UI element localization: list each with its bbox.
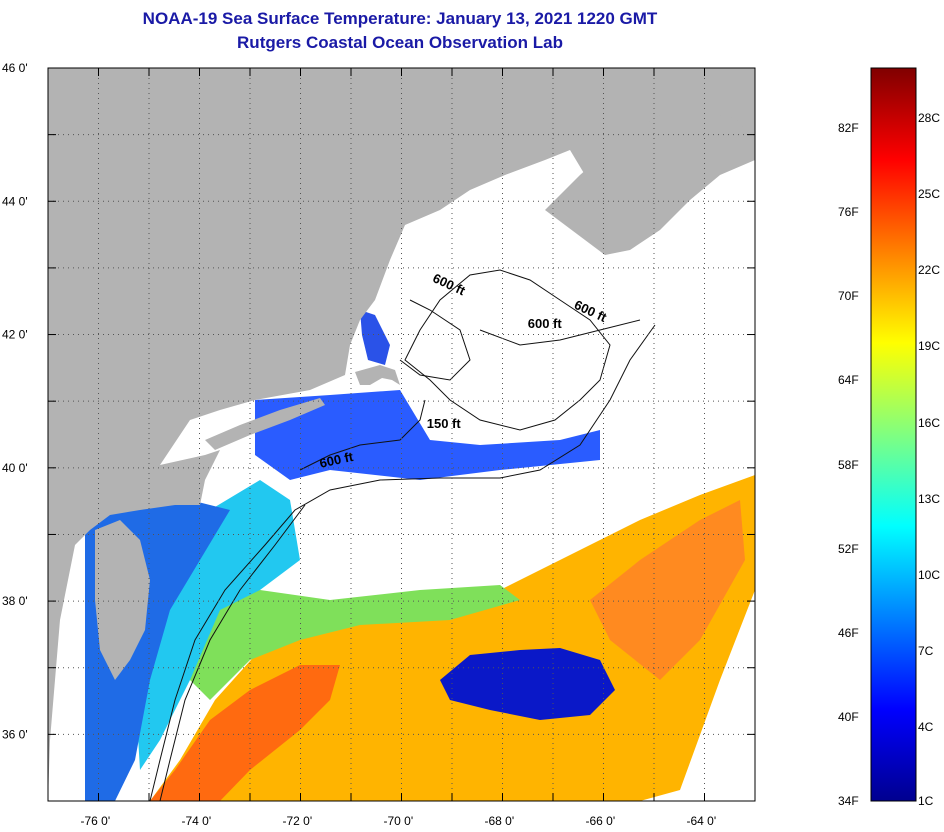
latitude-label: 36 0' bbox=[2, 727, 28, 741]
isobath-label: 150 ft bbox=[427, 416, 462, 431]
fahrenheit-label: 70F bbox=[838, 289, 859, 303]
celsius-label: 16C bbox=[918, 416, 940, 430]
celsius-label: 7C bbox=[918, 644, 934, 658]
longitude-label: -70 0' bbox=[384, 814, 414, 828]
celsius-label: 22C bbox=[918, 263, 940, 277]
celsius-label: 25C bbox=[918, 187, 940, 201]
land-north-america bbox=[48, 68, 755, 801]
isobath-label: 600 ft bbox=[528, 316, 563, 331]
colorbar-gradient bbox=[870, 67, 917, 802]
longitude-label: -72 0' bbox=[283, 814, 313, 828]
fahrenheit-labels: 82F 76F 70F 64F 58F 52F 46F 40F 34F bbox=[838, 121, 859, 808]
fahrenheit-label: 76F bbox=[838, 205, 859, 219]
celsius-label: 10C bbox=[918, 568, 940, 582]
longitude-label: -76 0' bbox=[81, 814, 111, 828]
fahrenheit-label: 46F bbox=[838, 626, 859, 640]
sst-slope-green bbox=[190, 585, 520, 700]
fahrenheit-label: 34F bbox=[838, 794, 859, 808]
fahrenheit-label: 82F bbox=[838, 121, 859, 135]
celsius-label: 28C bbox=[918, 111, 940, 125]
longitude-labels: -76 0' -74 0' -72 0' -70 0' -68 0' -66 0' -64 … bbox=[81, 814, 717, 828]
celsius-label: 13C bbox=[918, 492, 940, 506]
latitude-label: 38 0' bbox=[2, 594, 28, 608]
longitude-label: -64 0' bbox=[687, 814, 717, 828]
sst-gulf-stream-core bbox=[150, 665, 340, 801]
sst-gulf-maine-blue bbox=[360, 310, 390, 365]
isobath-contours bbox=[149, 269, 656, 801]
celsius-label: 19C bbox=[918, 339, 940, 353]
celsius-label: 4C bbox=[918, 720, 934, 734]
land-cape-cod bbox=[355, 365, 400, 385]
latitude-label: 44 0' bbox=[2, 194, 28, 208]
land-delmarva bbox=[95, 520, 150, 680]
map-title: NOAA-19 Sea Surface Temperature: January… bbox=[142, 9, 658, 28]
fahrenheit-label: 40F bbox=[838, 710, 859, 724]
longitude-label: -74 0' bbox=[182, 814, 212, 828]
celsius-label: 1C bbox=[918, 794, 934, 808]
sst-shelf-blue bbox=[255, 390, 600, 480]
latitude-labels: 46 0' 44 0' 42 0' 40 0' 38 0' 36 0' bbox=[2, 61, 28, 741]
fahrenheit-label: 58F bbox=[838, 458, 859, 472]
latitude-label: 42 0' bbox=[2, 328, 28, 342]
axis-ticks bbox=[47, 67, 756, 802]
land-nova-scotia bbox=[545, 112, 755, 255]
fahrenheit-label: 52F bbox=[838, 542, 859, 556]
longitude-label: -66 0' bbox=[586, 814, 616, 828]
isobath-label: 600 ft bbox=[318, 449, 355, 471]
latitude-label: 40 0' bbox=[2, 461, 28, 475]
sst-warm-offshore bbox=[590, 500, 745, 680]
fahrenheit-label: 64F bbox=[838, 373, 859, 387]
map-subtitle: Rutgers Coastal Ocean Observation Lab bbox=[237, 33, 563, 52]
longitude-label: -68 0' bbox=[485, 814, 515, 828]
latitude-label: 46 0' bbox=[2, 61, 28, 75]
land-long-island bbox=[205, 398, 325, 450]
celsius-labels: 28C 25C 22C 19C 16C 13C 10C 7C 4C 1C bbox=[918, 111, 940, 808]
sst-cold-eddy bbox=[440, 648, 615, 720]
